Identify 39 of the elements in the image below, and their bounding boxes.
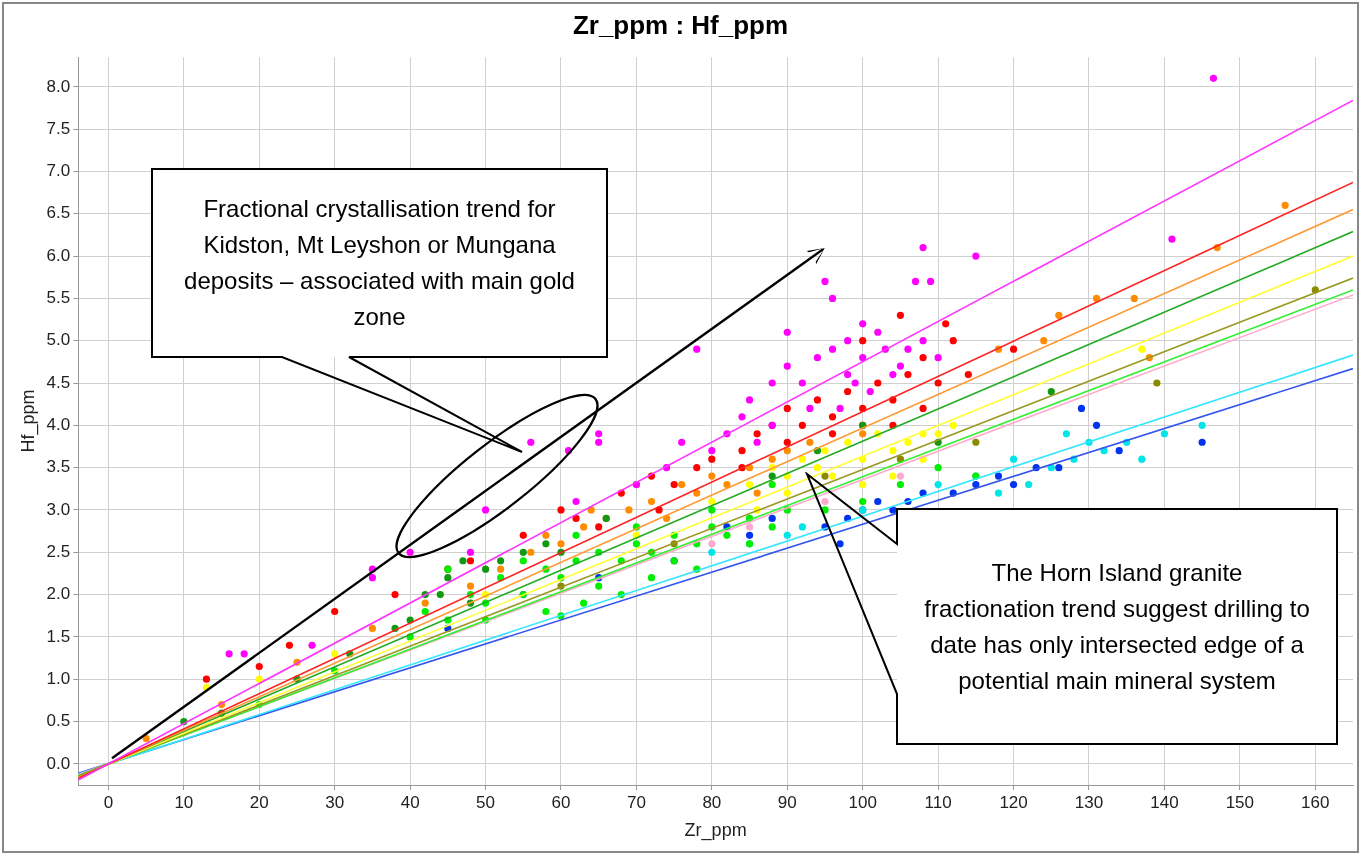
y-tick-label: 2.5	[46, 541, 71, 561]
x-tick-label: 10	[174, 792, 194, 812]
x-tick-label: 160	[1301, 792, 1330, 812]
y-tick-label: 2.0	[46, 584, 71, 604]
x-tick-label: 0	[103, 792, 114, 812]
x-tick-label: 70	[626, 792, 646, 812]
y-tick-label: 3.0	[46, 499, 71, 519]
chart-title: Zr_ppm : Hf_ppm	[571, 10, 790, 41]
y-tick-label: 1.0	[46, 668, 71, 688]
x-tick-label: 100	[848, 792, 877, 812]
y-tick-label: 0.5	[46, 711, 71, 731]
y-tick-label: 5.5	[46, 288, 71, 308]
y-tick-label: 6.5	[46, 203, 71, 223]
y-axis-title: Hf_ppm	[17, 389, 39, 453]
y-tick-label: 5.0	[46, 330, 71, 350]
x-tick-label: 50	[476, 792, 496, 812]
y-tick-label: 0.0	[46, 753, 71, 773]
x-tick-label: 110	[924, 792, 952, 812]
x-tick-label: 40	[400, 792, 420, 812]
x-tick-label: 30	[325, 792, 345, 812]
x-tick-label: 90	[777, 792, 797, 812]
y-tick-label: 4.0	[46, 415, 71, 435]
x-axis-title: Zr_ppm	[684, 820, 747, 842]
annotation: The Horn Island granite fractionation trend suggest drilling to date has only intersected edge of a potential main mineral system	[897, 509, 1337, 744]
y-tick-label: 6.0	[46, 245, 71, 265]
y-tick-label: 7.0	[46, 161, 71, 181]
x-tick-label: 140	[1150, 792, 1179, 812]
x-tick-label: 120	[999, 792, 1028, 812]
x-tick-label: 80	[702, 792, 722, 812]
annotation: Fractional crystallisation trend for Kidston, Mt Leyshon or Mungana deposits – associated with main gold zone	[152, 169, 607, 357]
x-tick-label: 130	[1074, 792, 1104, 812]
y-tick-label: 7.5	[46, 118, 71, 138]
x-tick-label: 20	[249, 792, 269, 812]
x-tick-label: 150	[1225, 792, 1255, 812]
y-tick-label: 4.5	[46, 372, 71, 392]
y-tick-label: 1.5	[46, 626, 71, 646]
x-tick-label: 60	[551, 792, 571, 812]
y-tick-label: 8.0	[46, 76, 71, 96]
y-tick-label: 3.5	[46, 457, 71, 477]
